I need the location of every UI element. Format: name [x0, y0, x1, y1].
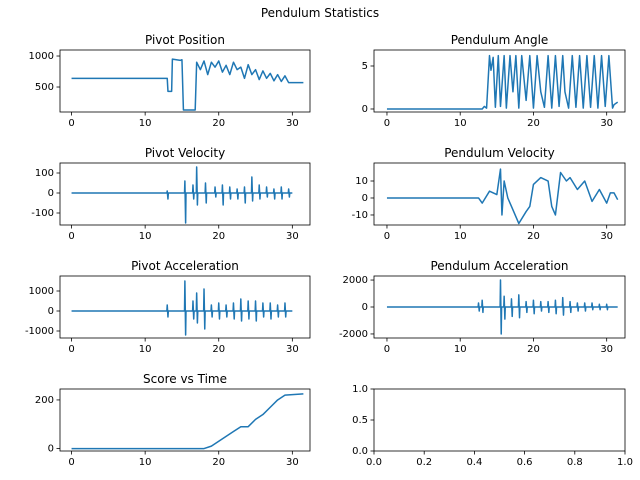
y-tick-label: 10	[355, 176, 368, 187]
y-tick-label: 1.0	[352, 384, 368, 395]
subplot-title: Score vs Time	[143, 372, 227, 386]
y-tick-label: 0	[362, 193, 368, 204]
axes-frame	[59, 49, 311, 113]
plot-area	[386, 279, 618, 335]
x-tick-label: 10	[139, 344, 152, 355]
x-tick-label: 0.2	[416, 457, 432, 468]
x-tick-label: 10	[139, 231, 152, 242]
x-tick-label: 30	[286, 118, 299, 129]
y-tick-label: 2000	[343, 275, 368, 286]
y-tick-label: 1000	[29, 286, 54, 297]
y-tick-label: -2000	[339, 329, 368, 340]
x-tick-label: 0	[68, 344, 74, 355]
x-tick-label: 20	[527, 231, 540, 242]
x-tick-label: 0	[384, 344, 390, 355]
subplot: Pivot Acceleration 0 10 20 30 -1000 0 1000	[25, 259, 311, 355]
plot-area	[71, 280, 293, 336]
x-tick-label: 0.8	[567, 457, 583, 468]
data-line	[386, 168, 619, 225]
x-tick-label: 0	[384, 231, 390, 242]
x-tick-label: 0	[68, 231, 74, 242]
subplot-title: Pendulum Acceleration	[430, 259, 568, 273]
plot-area	[386, 54, 619, 110]
axes-frame	[373, 388, 626, 452]
subplot: 0.0 0.2 0.4 0.6 0.8 1.0 0.0 0.5 1.0	[352, 384, 633, 468]
figure-title: Pendulum Statistics	[261, 6, 379, 20]
x-tick-label: 20	[527, 344, 540, 355]
x-tick-label: 0	[384, 118, 390, 129]
x-tick-label: 0.6	[517, 457, 533, 468]
y-tick-label: -10	[352, 210, 368, 221]
plot-area	[386, 168, 619, 225]
y-tick-label: -100	[31, 208, 54, 219]
y-tick-label: 0	[362, 302, 368, 313]
x-tick-label: 0.4	[466, 457, 482, 468]
subplot-title: Pendulum Angle	[451, 33, 549, 47]
x-tick-label: 20	[212, 231, 225, 242]
x-tick-label: 0.0	[366, 457, 382, 468]
x-tick-label: 30	[286, 457, 299, 468]
data-line	[71, 393, 304, 450]
y-tick-label: 0	[48, 306, 54, 317]
x-tick-label: 10	[139, 457, 152, 468]
subplot-title: Pendulum Velocity	[444, 146, 555, 160]
data-line	[386, 54, 619, 110]
x-tick-label: 30	[600, 344, 613, 355]
data-line	[71, 280, 293, 336]
x-tick-label: 30	[286, 344, 299, 355]
plot-area	[71, 166, 293, 224]
data-line	[386, 279, 618, 335]
x-tick-label: 30	[600, 118, 613, 129]
subplot: Pendulum Velocity 0 10 20 30 -10 0 10	[352, 146, 626, 242]
x-tick-label: 20	[212, 118, 225, 129]
x-tick-label: 30	[600, 231, 613, 242]
plot-area	[71, 393, 304, 450]
subplot: Score vs Time 0 10 20 30 0 200	[35, 372, 311, 468]
x-tick-label: 0	[68, 457, 74, 468]
x-tick-label: 20	[212, 457, 225, 468]
x-tick-label: 10	[454, 231, 467, 242]
axes-frame	[59, 388, 311, 452]
x-tick-label: 30	[286, 231, 299, 242]
axes-frame	[373, 275, 626, 339]
subplot-title: Pivot Velocity	[145, 146, 225, 160]
y-tick-label: -1000	[25, 326, 54, 337]
x-tick-label: 20	[212, 344, 225, 355]
subplot: Pivot Velocity 0 10 20 30 -100 0 100	[31, 146, 311, 242]
y-tick-label: 5	[362, 61, 368, 72]
data-line	[71, 166, 293, 224]
x-tick-label: 10	[139, 118, 152, 129]
y-tick-label: 0	[362, 104, 368, 115]
y-tick-label: 0	[48, 444, 54, 455]
x-tick-label: 0	[68, 118, 74, 129]
axes-frame	[373, 49, 626, 113]
x-tick-label: 20	[527, 118, 540, 129]
subplot: Pivot Position 0 10 20 30 500 1000	[29, 33, 311, 129]
y-tick-label: 1000	[29, 51, 54, 62]
y-tick-label: 0	[48, 188, 54, 199]
x-tick-label: 10	[454, 118, 467, 129]
plot-area	[71, 58, 304, 111]
y-tick-label: 0.5	[352, 415, 368, 426]
subplot-title: Pivot Position	[145, 33, 225, 47]
y-tick-label: 0.0	[352, 446, 368, 457]
subplot: Pendulum Acceleration 0 10 20 30 -2000 0 2000	[339, 259, 626, 355]
axes-frame	[59, 275, 311, 339]
axes-frame	[59, 162, 311, 226]
axes-frame	[373, 162, 626, 226]
x-tick-label: 1.0	[617, 457, 633, 468]
subplot-title: Pivot Acceleration	[131, 259, 239, 273]
y-tick-label: 500	[35, 82, 54, 93]
y-tick-label: 200	[35, 395, 54, 406]
y-tick-label: 100	[35, 168, 54, 179]
data-line	[71, 58, 304, 111]
x-tick-label: 10	[454, 344, 467, 355]
subplot: Pendulum Angle 0 10 20 30 0 5	[362, 33, 626, 129]
